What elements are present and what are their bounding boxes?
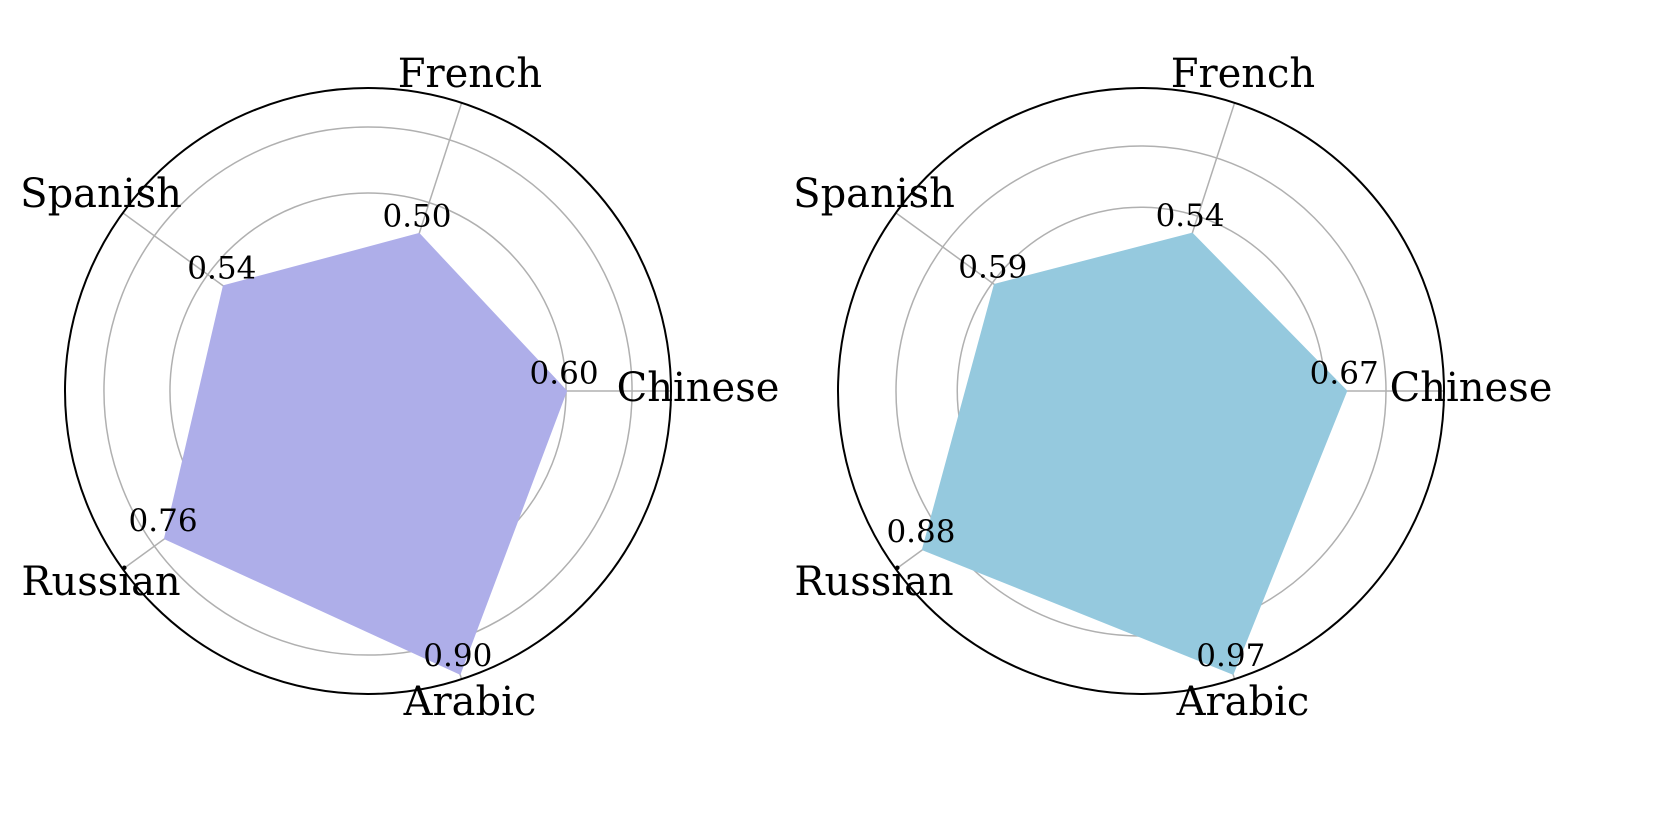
- value-label: 0.88: [886, 514, 955, 550]
- value-label: 0.59: [958, 249, 1027, 285]
- category-label: Arabic: [1176, 679, 1310, 725]
- outer-frame: [837, 87, 1445, 695]
- category-label: Spanish: [20, 171, 182, 217]
- value-label: 0.67: [1310, 356, 1379, 392]
- category-label: Chinese: [1390, 365, 1553, 411]
- radar-area: [921, 232, 1348, 675]
- radar-area: [163, 232, 568, 675]
- value-label: 0.90: [423, 638, 492, 674]
- category-label: Chinese: [617, 365, 780, 411]
- category-label: Arabic: [403, 679, 537, 725]
- value-label: 0.54: [187, 251, 256, 287]
- category-label: Russian: [794, 559, 953, 605]
- category-label: French: [1171, 51, 1315, 97]
- value-label: 0.60: [530, 356, 599, 392]
- category-label: Spanish: [793, 171, 955, 217]
- value-label: 0.97: [1196, 638, 1265, 674]
- outer-frame: [64, 87, 672, 695]
- value-label: 0.50: [382, 199, 451, 235]
- value-label: 0.76: [129, 503, 198, 539]
- value-label: 0.54: [1156, 198, 1225, 234]
- category-label: French: [398, 51, 542, 97]
- category-label: Russian: [21, 559, 180, 605]
